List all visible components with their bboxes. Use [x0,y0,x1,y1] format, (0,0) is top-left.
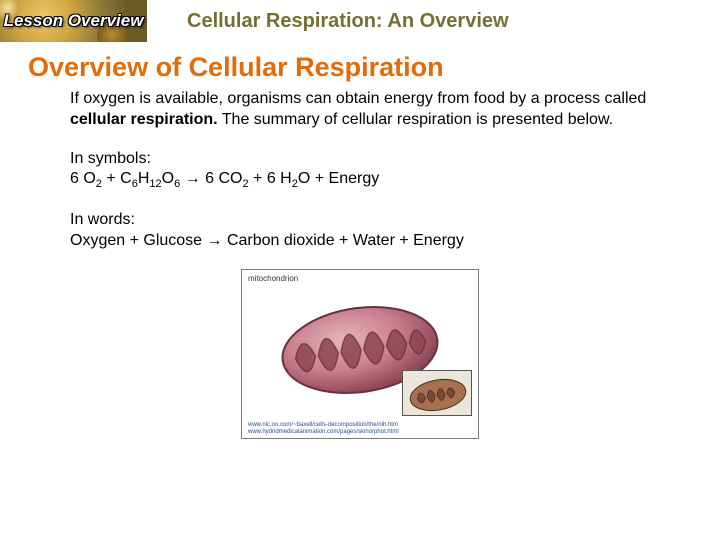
header-left: Lesson Overview [0,0,147,42]
credit-line-1: www.nlc.on.com/~baxell/cells-decompositi… [248,422,472,429]
mitochondrion-label: mitochondrion [248,274,298,283]
words-equation: Oxygen + Glucose → Carbon dioxide + Wate… [70,231,680,252]
symbols-block: In symbols: 6 O2 + C6H12O6 → 6 CO2 + 6 H… [70,149,680,192]
credit-line-2: www.hydridmedicalanimation.com/pages/ski… [248,429,472,436]
section-title: Overview of Cellular Respiration [28,52,720,83]
words-block: In words: Oxygen + Glucose → Carbon diox… [70,210,680,252]
mitochondrion-inset [402,370,472,416]
words-label: In words: [70,210,680,231]
mitochondrion-card: mitochondrion [241,269,479,439]
intro-paragraph: If oxygen is available, organisms can ob… [70,89,680,131]
lesson-overview-label: Lesson Overview [4,11,144,31]
header-right: Cellular Respiration: An Overview [147,0,720,42]
slide-title: Cellular Respiration: An Overview [187,10,509,33]
symbols-label: In symbols: [70,149,680,170]
mitochondrion-figure-wrap: mitochondrion [0,269,720,439]
symbols-equation: 6 O2 + C6H12O6 → 6 CO2 + 6 H2O + Energy [70,169,680,191]
header-bar: Lesson Overview Cellular Respiration: An… [0,0,720,42]
mitochondrion-credit: www.nlc.on.com/~baxell/cells-decompositi… [248,422,472,435]
